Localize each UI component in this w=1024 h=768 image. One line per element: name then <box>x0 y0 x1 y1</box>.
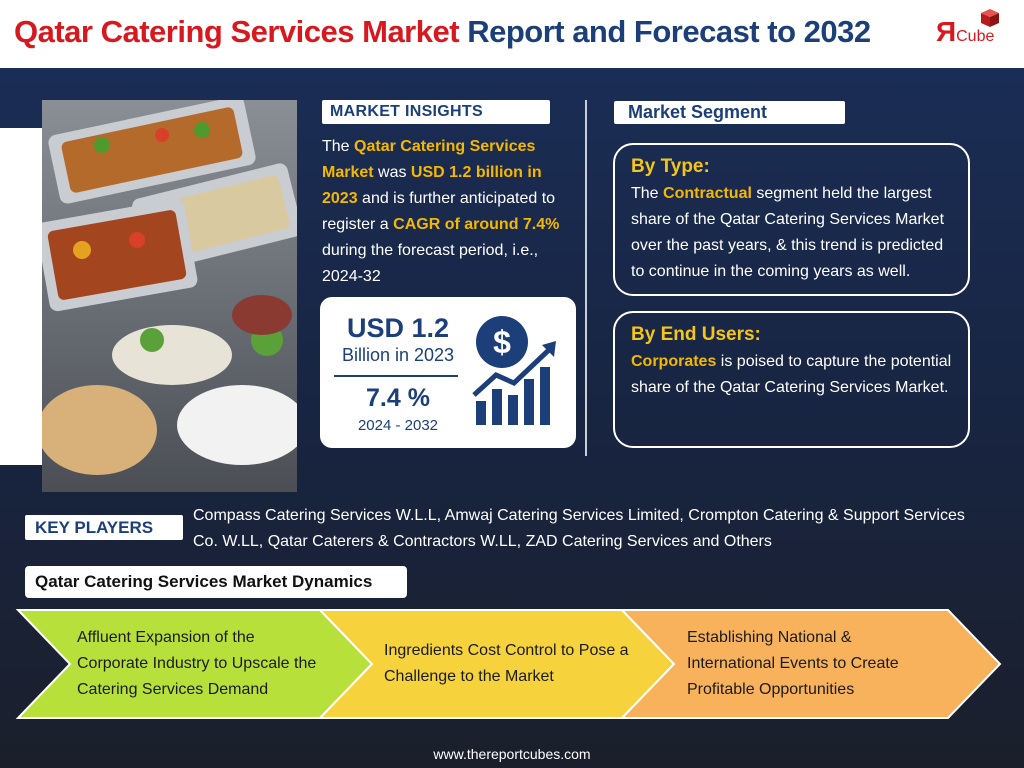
growth-icon: $ <box>472 316 556 425</box>
title: Qatar Catering Services Market Report an… <box>14 14 871 50</box>
text: during the forecast period, i.e., 2024-3… <box>322 242 539 285</box>
segment-title: By Type: <box>631 156 710 177</box>
logo: ЯCube <box>936 9 999 48</box>
text: The <box>631 185 664 202</box>
text: is poised to capture the potential share… <box>631 353 952 396</box>
segment-block: By End Users: Corporates is poised to ca… <box>613 311 970 448</box>
catering-photo <box>42 100 297 492</box>
key-players-label: KEY PLAYERS <box>25 515 183 540</box>
cagr: 7.4 % <box>366 384 430 412</box>
title-part: Qatar Catering Services Market <box>14 14 460 49</box>
highlight-text: Qatar Catering Services Market <box>322 138 536 181</box>
dynamics-item: Ingredients Cost Control to Pose a Chall… <box>384 642 629 685</box>
segment-text: Corporates is poised to capture the pote… <box>631 349 954 401</box>
highlight-text: USD 1.2 billion in 2023 <box>322 164 542 207</box>
key-players-text: Compass Catering Services W.L.L, Amwaj C… <box>193 507 965 550</box>
text: segment held the largest share of the Qa… <box>631 185 945 280</box>
dynamics-item: Affluent Expansion of the Corporate Indu… <box>77 629 317 698</box>
text: The <box>322 138 355 155</box>
accent-strip <box>0 128 42 465</box>
title-part: Report and Forecast to 2032 <box>467 14 871 49</box>
dynamics-item: Establishing National & International Ev… <box>687 629 899 698</box>
text: and is further anticipated to register a <box>322 190 556 233</box>
segment-title: By End Users: <box>631 324 761 345</box>
divider <box>334 375 458 377</box>
market-value: USD 1.2 <box>346 313 450 343</box>
segment-block: By Type: The Contractual segment held th… <box>613 143 970 296</box>
logo-cube <box>981 9 999 27</box>
footer-url: www.thereportcubes.com <box>433 746 591 762</box>
segment-heading: Market Segment <box>614 101 845 124</box>
highlight-text: Corporates <box>631 353 717 370</box>
insights-heading: MARKET INSIGHTS <box>322 100 550 124</box>
market-value-unit: Billion in 2023 <box>341 345 455 365</box>
dynamics-arrows <box>15 609 1002 719</box>
stats-card: USD 1.2 Billion in 2023 7.4 % 2024 - 203… <box>320 297 576 448</box>
text: was <box>373 164 411 181</box>
header: Qatar Catering Services Market Report an… <box>0 0 1024 68</box>
cagr-period: 2024 - 2032 <box>357 417 439 434</box>
highlight-text: CAGR of around 7.4% <box>393 216 560 233</box>
separator <box>585 100 587 456</box>
insights-text: The Qatar Catering Services Market was U… <box>322 134 572 290</box>
dynamics-heading: Qatar Catering Services Market Dynamics <box>25 566 407 598</box>
logo-text: Cube <box>956 28 995 45</box>
segment-text: The Contractual segment held the largest… <box>631 181 954 285</box>
logo-mark: Я <box>936 16 957 47</box>
svg-text:$: $ <box>493 324 511 360</box>
highlight-text: Contractual <box>663 185 752 202</box>
